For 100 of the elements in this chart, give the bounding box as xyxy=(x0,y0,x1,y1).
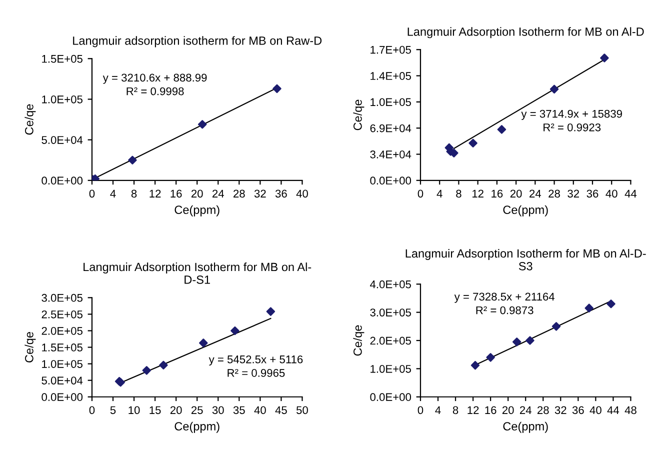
y-tick-label: 3.0E+05 xyxy=(42,294,82,302)
y-axis-title: Ce/qe xyxy=(353,100,364,130)
x-tick-label: 40 xyxy=(606,190,618,198)
point xyxy=(198,120,207,129)
x-tick-label: 16 xyxy=(492,190,503,198)
y-tick-label: 0.0E+00 xyxy=(370,393,412,402)
x-tick-label: 40 xyxy=(296,190,308,198)
y-tick-label: 3.4E+04 xyxy=(370,150,412,158)
x-tick-label: 15 xyxy=(150,406,161,414)
x-tick-label: 35 xyxy=(233,406,245,414)
x-tick-label: 10 xyxy=(128,406,140,414)
x-tick-label: 24 xyxy=(530,190,542,198)
y-tick-label: 1.0E+05 xyxy=(370,98,411,106)
y-tick-label: 2.0E+05 xyxy=(42,327,82,335)
x-tick-label: 45 xyxy=(275,406,287,414)
y-tick-label: 3.0E+05 xyxy=(370,308,411,316)
annotation: y = 3714.9x + 15839 xyxy=(521,110,622,120)
y-tick-label: 5.0E+04 xyxy=(42,376,83,384)
annotation: R² = 0.9923 xyxy=(544,123,601,132)
y-tick-label: 1.0E+05 xyxy=(42,360,82,368)
chart-title: Langmuir Adsorption Isotherm for MB on Al-D- S3 xyxy=(406,248,646,270)
point xyxy=(606,299,616,308)
x-tick-label: 28 xyxy=(548,190,560,198)
annotation: R² = 0.9873 xyxy=(476,306,534,314)
y-axis-title: Ce/qe xyxy=(24,104,36,135)
point xyxy=(272,84,282,94)
x-tick-label: 20 xyxy=(170,406,182,414)
annotation: y = 7328.5x + 21164 xyxy=(454,292,555,303)
annotation: y = 5452.5x + 5116 xyxy=(208,355,303,366)
x-tick-label: 32 xyxy=(554,406,566,414)
point xyxy=(266,307,276,316)
x-tick-label: 30 xyxy=(212,406,224,414)
x-tick-label: 32 xyxy=(254,190,266,198)
x-tick-label: 28 xyxy=(538,406,549,414)
x-tick-label: 12 xyxy=(468,406,479,414)
y-tick-label: 0.0E+00 xyxy=(42,176,83,185)
x-tick-label: 50 xyxy=(296,406,308,414)
x-tick-label: 4 xyxy=(110,190,116,198)
x-tick-label: 25 xyxy=(191,406,203,414)
y-tick-label: 6.9E+04 xyxy=(370,124,412,132)
x-tick-label: 36 xyxy=(572,406,584,414)
y-tick-label: 1.0E+05 xyxy=(370,364,411,373)
point xyxy=(550,84,559,94)
y-axis-title: Ce/qe xyxy=(353,325,364,356)
point xyxy=(199,338,208,348)
y-tick-label: 1.5E+05 xyxy=(42,54,82,63)
x-tick-label: 0 xyxy=(418,406,424,414)
x-tick-label: 40 xyxy=(254,406,266,414)
x-tick-label: 44 xyxy=(624,190,637,198)
y-tick-label: 5.0E+04 xyxy=(42,136,83,144)
x-tick-label: 0 xyxy=(89,190,95,198)
x-tick-label: 5 xyxy=(110,406,116,414)
point xyxy=(497,125,506,134)
y-tick-label: 1.4E+05 xyxy=(370,72,411,80)
x-tick-label: 24 xyxy=(520,406,532,414)
point xyxy=(600,54,609,62)
x-tick-label: 16 xyxy=(170,190,182,198)
annotation: R² = 0.9965 xyxy=(228,369,285,377)
annotation: y = 3210.6x + 888.99 xyxy=(102,74,207,84)
y-tick-label: 4.0E+05 xyxy=(370,280,411,288)
y-tick-label: 2.5E+05 xyxy=(42,310,82,318)
point xyxy=(470,360,480,370)
y-tick-label: 0.0E+00 xyxy=(42,393,83,402)
x-tick-label: 4 xyxy=(436,190,442,198)
y-tick-label: 2.0E+05 xyxy=(370,336,411,345)
point xyxy=(142,366,152,375)
x-tick-label: 20 xyxy=(502,406,514,414)
x-tick-label: 44 xyxy=(607,406,620,414)
x-axis-title: Ce(ppm) xyxy=(174,422,220,433)
y-tick-label: 1.0E+05 xyxy=(42,95,82,104)
x-axis-title: Ce(ppm) xyxy=(503,422,548,433)
point xyxy=(468,138,478,148)
x-tick-label: 20 xyxy=(191,190,203,198)
chart-title: Langmuir Adsorption Isotherm for MB on Al-D xyxy=(408,27,644,38)
x-tick-label: 8 xyxy=(131,190,137,198)
x-tick-label: 36 xyxy=(586,190,598,198)
x-tick-label: 48 xyxy=(624,406,636,414)
point xyxy=(584,304,594,312)
chart-title: Langmuir Adsorption Isotherm for MB on Al- D-S1 xyxy=(84,262,312,284)
x-tick-label: 16 xyxy=(485,406,496,414)
x-axis-title: Ce(ppm) xyxy=(503,205,548,216)
x-tick-label: 40 xyxy=(590,406,602,414)
x-tick-label: 8 xyxy=(452,406,458,414)
x-tick-label: 4 xyxy=(435,406,441,414)
x-tick-label: 0 xyxy=(418,190,424,198)
x-tick-label: 8 xyxy=(456,190,462,198)
point xyxy=(230,326,240,336)
point xyxy=(159,360,168,370)
point xyxy=(92,174,100,180)
x-tick-label: 0 xyxy=(89,406,95,414)
point xyxy=(552,322,561,331)
chart-title: Langmuir adsorption isotherm for MB on Raw-D xyxy=(73,36,322,48)
x-tick-label: 28 xyxy=(234,190,245,198)
y-axis-title: Ce/qe xyxy=(24,332,36,362)
x-tick-label: 12 xyxy=(472,190,484,198)
x-axis-title: Ce(ppm) xyxy=(174,205,220,216)
point xyxy=(486,353,495,362)
x-tick-label: 12 xyxy=(150,190,161,198)
point xyxy=(128,156,137,164)
y-tick-label: 1.5E+05 xyxy=(42,344,82,352)
